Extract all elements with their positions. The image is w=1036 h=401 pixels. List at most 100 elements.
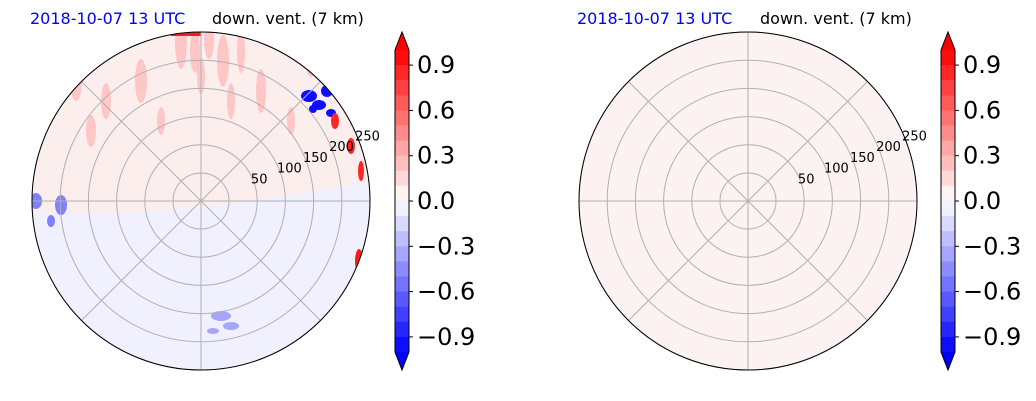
polar-grid — [578, 31, 918, 371]
colorbar-tick-labels: 0.9 0.6 0.3 0.0 −0.3 −0.6 −0.9 — [409, 51, 475, 351]
positive-anomaly-streak — [227, 83, 235, 119]
colorbar-level — [395, 95, 409, 111]
colorbar-tick-label: −0.9 — [963, 323, 1021, 351]
positive-anomaly-streak — [190, 32, 200, 73]
positive-anomaly-streak — [157, 107, 165, 135]
radial-tick-label: 100 — [277, 162, 302, 177]
positive-anomaly-streak — [217, 35, 229, 87]
title-right: down. vent. (7 km) — [212, 9, 364, 28]
colorbar-level — [941, 185, 955, 202]
polar-plot-left: 2018-10-07 13 UTC down. vent. (7 km) 50 1… — [30, 9, 475, 372]
colorbar-tick-label: 0.0 — [417, 187, 455, 215]
radial-tick-label: 200 — [876, 140, 901, 155]
colorbar-level — [395, 291, 409, 308]
radial-tick-label: 200 — [329, 140, 354, 155]
positive-anomaly-streak — [237, 32, 245, 73]
positive-anomaly-edge — [331, 113, 339, 129]
radial-tick-label: 150 — [850, 151, 875, 166]
colorbar-level — [941, 216, 955, 232]
colorbar-level — [941, 276, 955, 293]
colorbar-level — [941, 291, 955, 308]
colorbar-tick-label: −0.3 — [417, 232, 475, 260]
colorbar-tick-label: 0.3 — [417, 142, 455, 170]
colorbar-level — [941, 80, 955, 96]
colorbar-level — [941, 261, 955, 277]
colorbar-level — [395, 261, 409, 277]
colorbar-level — [941, 65, 955, 81]
colorbar-level — [941, 155, 955, 172]
positive-anomaly-streak — [204, 32, 214, 59]
colorbar-level — [941, 50, 955, 66]
colorbar-level — [395, 80, 409, 96]
colorbar-level — [395, 306, 409, 323]
title-right: down. vent. (7 km) — [760, 9, 912, 28]
title-left: 2018-10-07 13 UTC — [577, 9, 732, 28]
radial-tick-label: 150 — [303, 151, 328, 166]
angular-grid-line — [200, 200, 321, 321]
negative-anomaly-patch — [55, 195, 67, 215]
colorbar-tick-label: 0.9 — [417, 51, 455, 79]
colorbar-level — [395, 216, 409, 232]
radial-tick-label: 250 — [902, 129, 927, 144]
colorbar-level — [395, 65, 409, 81]
negative-anomaly-cluster — [309, 105, 317, 113]
colorbar-tick-label: −0.3 — [963, 232, 1021, 260]
polar-grid — [31, 31, 371, 371]
colorbar-level — [395, 110, 409, 126]
radial-tick-label: 50 — [251, 172, 268, 187]
angular-grid-line — [81, 81, 202, 202]
title-left: 2018-10-07 13 UTC — [30, 9, 185, 28]
colorbar-level — [395, 276, 409, 293]
positive-anomaly-streak — [256, 69, 266, 113]
colorbar-level — [395, 155, 409, 172]
colorbar-level — [941, 321, 955, 338]
negative-anomaly-patch — [211, 311, 231, 321]
colorbar-left — [394, 30, 410, 372]
negative-anomaly-patch — [223, 322, 239, 330]
colorbar-tick-label: 0.0 — [963, 187, 1001, 215]
colorbar-level — [395, 201, 409, 217]
colorbar-extend-min — [941, 352, 955, 370]
colorbar-tick-label: −0.9 — [417, 323, 475, 351]
polar-frame — [578, 31, 918, 371]
positive-anomaly-edge — [171, 32, 201, 36]
colorbar-tick-label: −0.6 — [417, 278, 475, 306]
colorbar-tick-label: 0.6 — [417, 96, 455, 124]
colorbar-outline — [940, 30, 956, 372]
colorbar-level — [395, 321, 409, 338]
colorbar-extend-max — [941, 32, 955, 50]
negative-anomaly-patch — [207, 328, 219, 334]
colorbar-outline — [394, 30, 410, 372]
colorbar-level — [941, 306, 955, 323]
colorbar-tick-label: −0.6 — [963, 278, 1021, 306]
positive-anomaly-edge — [347, 138, 355, 154]
positive-anomaly-streak — [70, 61, 82, 101]
colorbar-level — [941, 95, 955, 111]
colorbar-level — [395, 140, 409, 157]
angular-grid-line — [628, 81, 749, 202]
colorbar-tick-labels: 0.9 0.6 0.3 0.0 −0.3 −0.6 −0.9 — [955, 51, 1021, 351]
positive-anomaly-edge — [358, 161, 364, 181]
radial-tick-label: 50 — [798, 172, 815, 187]
colorbar-level — [941, 201, 955, 217]
positive-anomaly-streak — [175, 32, 187, 69]
angular-grid-line — [200, 81, 321, 202]
colorbar-level — [941, 125, 955, 142]
colorbar-level — [395, 170, 409, 187]
colorbar-level — [395, 50, 409, 66]
negative-anomaly-cluster — [301, 90, 317, 102]
colorbar-tick-label: 0.9 — [963, 51, 1001, 79]
colorbar-level — [941, 336, 955, 353]
colorbar-level — [941, 246, 955, 262]
positive-anomaly-edge — [348, 283, 354, 299]
colorbar-level — [395, 246, 409, 262]
radial-tick-label: 100 — [824, 162, 849, 177]
angular-grid-line — [747, 81, 868, 202]
polar-plot-right: 2018-10-07 13 UTC down. vent. (7 km) 50 1… — [577, 9, 1021, 372]
positive-anomaly-streak — [287, 107, 295, 135]
colorbar-level — [941, 170, 955, 187]
colorbar-right — [940, 30, 956, 372]
colorbar-tick-label: 0.3 — [963, 142, 1001, 170]
